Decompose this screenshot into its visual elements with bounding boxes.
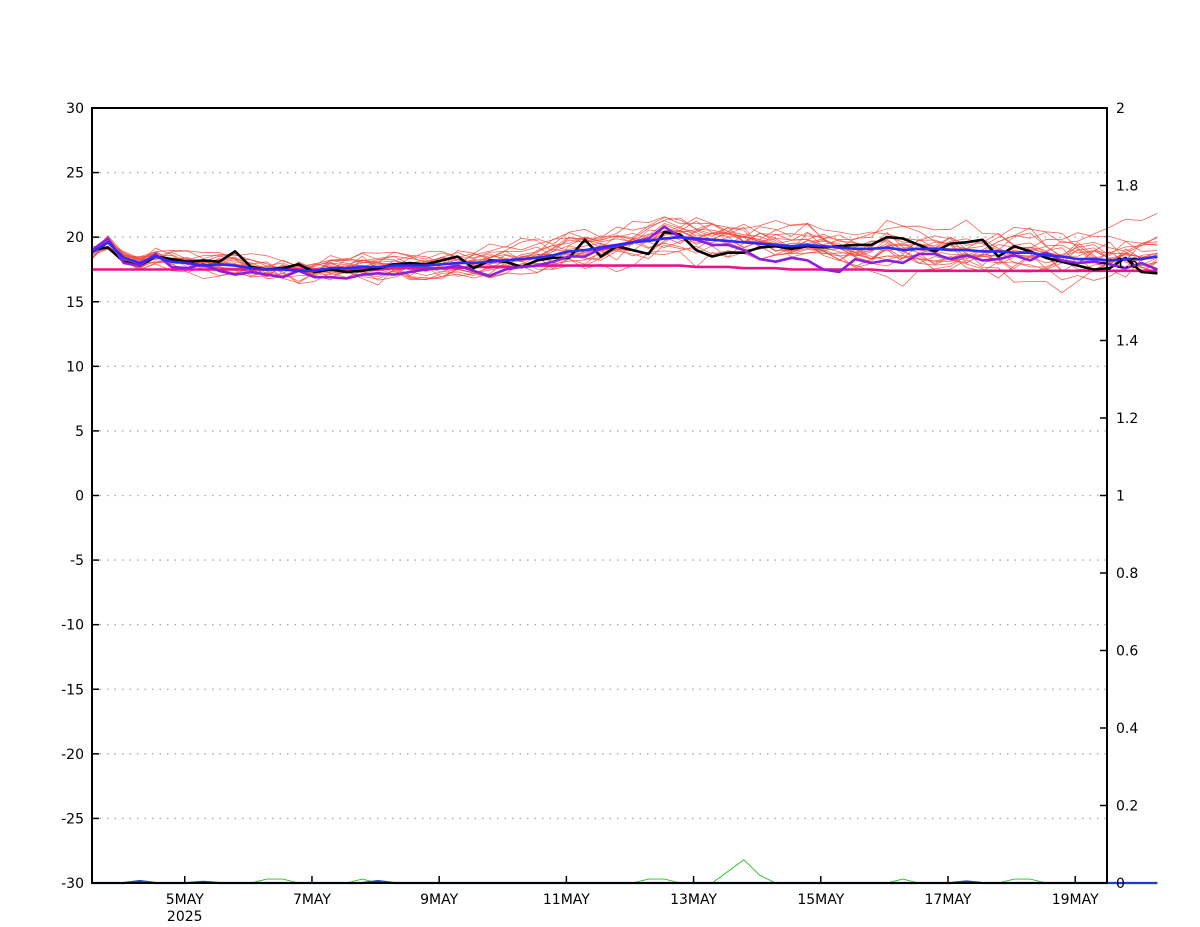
left-y-tick-label: 10 [66,359,84,375]
ensemble-mean-line [91,235,1158,273]
left-y-tick-label: 5 [75,424,84,440]
left-y-tick-label: 20 [66,230,84,246]
right-y-tick-label: 0.4 [1116,721,1138,737]
ensemble-member-line [91,226,1158,284]
left-y-tick-label: -5 [70,553,84,569]
right-y-tick-label: 2 [1116,101,1125,117]
left-y-tick-label: -10 [61,618,84,634]
x-tick-label: 5MAY [166,892,204,908]
right-y-tick-label: 1.4 [1116,334,1138,350]
right-y-tick-label: 0.8 [1116,566,1138,582]
left-y-tick-label: -30 [61,876,84,892]
right-y-tick-label: 0 [1116,876,1125,892]
bottom-green-line [92,859,1158,884]
x-tick-label: 19MAY [1052,892,1099,908]
x-tick-label: 17MAY [925,892,972,908]
x-tick-year-label: 2025 [167,909,203,925]
right-y-tick-label: 1 [1116,489,1125,505]
left-y-tick-label: 15 [66,295,84,311]
left-y-tick-label: 0 [75,489,84,505]
right-y-tick-label: 0.6 [1116,644,1138,660]
right-y-axis: 2 1.8 1.6 1.4 1.2 1 0.8 0.6 0.4 0.2 0 [1100,101,1138,892]
left-y-tick-label: 30 [66,101,84,117]
left-y-axis: 30 25 20 15 10 5 0 -5 -10 -15 -20 -25 -30 [61,101,99,892]
left-y-tick-label: 25 [66,166,84,182]
ensemble-member-line [91,222,1158,271]
x-tick-label: 15MAY [797,892,844,908]
right-y-tick-label: 0.2 [1116,799,1138,815]
x-tick-label: 13MAY [670,892,717,908]
left-y-tick-label: -20 [61,747,84,763]
left-y-tick-label: -25 [61,811,84,827]
right-y-tick-label: 1.6 [1116,256,1138,272]
x-tick-label: 11MAY [543,892,590,908]
ensemble-members [91,212,1158,294]
right-y-tick-label: 1.2 [1116,411,1138,427]
x-tick-label: 9MAY [420,892,458,908]
x-tick-label: 7MAY [293,892,331,908]
right-y-tick-label: 1.8 [1116,179,1138,195]
series-lines [91,225,1158,885]
left-y-tick-label: -15 [61,682,84,698]
